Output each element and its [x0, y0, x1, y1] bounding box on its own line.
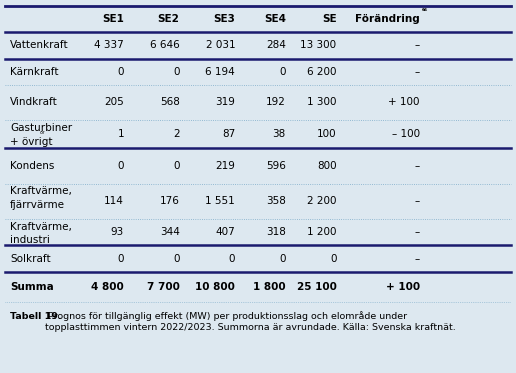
Text: 1 300: 1 300 [307, 97, 336, 107]
Text: 284: 284 [266, 40, 286, 50]
Text: 0: 0 [229, 254, 235, 264]
Text: SE3: SE3 [214, 14, 235, 24]
Text: SE1: SE1 [102, 14, 124, 24]
Text: Kondens: Kondens [10, 161, 55, 171]
Text: –: – [414, 254, 420, 264]
Text: Gasturbiner: Gasturbiner [10, 123, 72, 133]
Text: –: – [414, 196, 420, 206]
Text: + övrigt: + övrigt [10, 137, 53, 147]
Text: 1 200: 1 200 [307, 227, 336, 237]
Text: 6 200: 6 200 [307, 67, 336, 77]
Text: 358: 358 [266, 196, 286, 206]
Text: 87: 87 [222, 129, 235, 139]
Text: 10 800: 10 800 [196, 282, 235, 292]
Text: 192: 192 [266, 97, 286, 107]
Text: 0: 0 [279, 67, 286, 77]
Text: SE4: SE4 [264, 14, 286, 24]
Text: 319: 319 [215, 97, 235, 107]
Text: SE: SE [322, 14, 336, 24]
Text: fjärrvärme: fjärrvärme [10, 200, 65, 210]
Text: 93: 93 [111, 227, 124, 237]
Text: 596: 596 [266, 161, 286, 171]
Text: 25 100: 25 100 [297, 282, 336, 292]
Text: 38: 38 [272, 129, 286, 139]
Text: 13 300: 13 300 [300, 40, 336, 50]
Text: –: – [414, 161, 420, 171]
Text: 6 646: 6 646 [150, 40, 180, 50]
Text: 205: 205 [104, 97, 124, 107]
Text: 1 551: 1 551 [205, 196, 235, 206]
Text: 114: 114 [104, 196, 124, 206]
Text: 1 800: 1 800 [253, 282, 286, 292]
Text: 0: 0 [173, 67, 180, 77]
Text: 7 700: 7 700 [147, 282, 180, 292]
Text: 0: 0 [118, 161, 124, 171]
Text: 219: 219 [215, 161, 235, 171]
Text: –: – [414, 67, 420, 77]
Text: Kärnkraft: Kärnkraft [10, 67, 59, 77]
Text: Prognos för tillgänglig effekt (MW) per produktionsslag och elområde under
toppl: Prognos för tillgänglig effekt (MW) per … [44, 311, 455, 332]
Text: 344: 344 [160, 227, 180, 237]
Text: Vattenkraft: Vattenkraft [10, 40, 69, 50]
Text: ⁶⁷: ⁶⁷ [39, 132, 45, 138]
Text: 1: 1 [117, 129, 124, 139]
Text: Förändring: Förändring [355, 14, 420, 24]
Text: 100: 100 [317, 129, 336, 139]
Text: 4 337: 4 337 [94, 40, 124, 50]
Text: 0: 0 [173, 161, 180, 171]
Text: 568: 568 [160, 97, 180, 107]
Text: Summa: Summa [10, 282, 54, 292]
Text: SE2: SE2 [158, 14, 180, 24]
Text: – 100: – 100 [392, 129, 420, 139]
Text: 0: 0 [330, 254, 336, 264]
Text: industri: industri [10, 235, 50, 245]
Text: ⁶⁶: ⁶⁶ [422, 9, 427, 15]
Text: 800: 800 [317, 161, 336, 171]
Text: 0: 0 [173, 254, 180, 264]
Text: + 100: + 100 [385, 282, 420, 292]
Text: Vindkraft: Vindkraft [10, 97, 58, 107]
Text: Tabell 19.: Tabell 19. [10, 311, 62, 320]
Text: 176: 176 [160, 196, 180, 206]
Text: 407: 407 [216, 227, 235, 237]
Text: 0: 0 [118, 67, 124, 77]
Text: 0: 0 [279, 254, 286, 264]
Text: Solkraft: Solkraft [10, 254, 51, 264]
Text: Kraftvärme,: Kraftvärme, [10, 222, 72, 232]
Text: 2: 2 [173, 129, 180, 139]
Text: Kraftvärme,: Kraftvärme, [10, 186, 72, 197]
Text: –: – [414, 40, 420, 50]
Text: 318: 318 [266, 227, 286, 237]
Text: 6 194: 6 194 [205, 67, 235, 77]
Text: 2 200: 2 200 [307, 196, 336, 206]
Text: + 100: + 100 [389, 97, 420, 107]
Text: 0: 0 [118, 254, 124, 264]
Text: 4 800: 4 800 [91, 282, 124, 292]
Text: –: – [414, 227, 420, 237]
Text: 2 031: 2 031 [205, 40, 235, 50]
